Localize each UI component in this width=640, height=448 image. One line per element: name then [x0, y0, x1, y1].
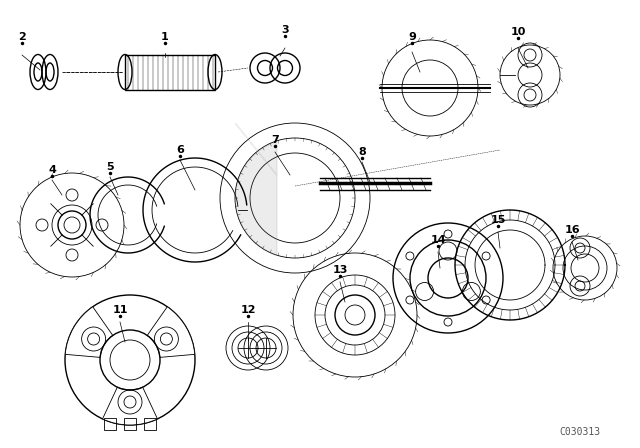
Text: 3: 3 — [281, 25, 289, 35]
Text: 1: 1 — [161, 32, 169, 42]
Text: 4: 4 — [48, 165, 56, 175]
Text: 8: 8 — [358, 147, 366, 157]
Text: 5: 5 — [106, 162, 114, 172]
Text: 16: 16 — [564, 225, 580, 235]
Text: 15: 15 — [490, 215, 506, 225]
Text: 10: 10 — [510, 27, 525, 37]
Text: 12: 12 — [240, 305, 256, 315]
Bar — [124, 418, 136, 430]
Wedge shape — [65, 307, 113, 358]
Bar — [104, 418, 116, 430]
Text: 11: 11 — [112, 305, 128, 315]
Text: 14: 14 — [430, 235, 446, 245]
Text: 9: 9 — [408, 32, 416, 42]
Wedge shape — [147, 307, 195, 358]
Text: 2: 2 — [18, 32, 26, 42]
Text: C030313: C030313 — [559, 427, 600, 437]
Wedge shape — [102, 387, 157, 425]
Bar — [144, 418, 156, 430]
Text: 7: 7 — [271, 135, 279, 145]
Text: 13: 13 — [332, 265, 348, 275]
Bar — [125, 55, 215, 90]
Text: 6: 6 — [176, 145, 184, 155]
